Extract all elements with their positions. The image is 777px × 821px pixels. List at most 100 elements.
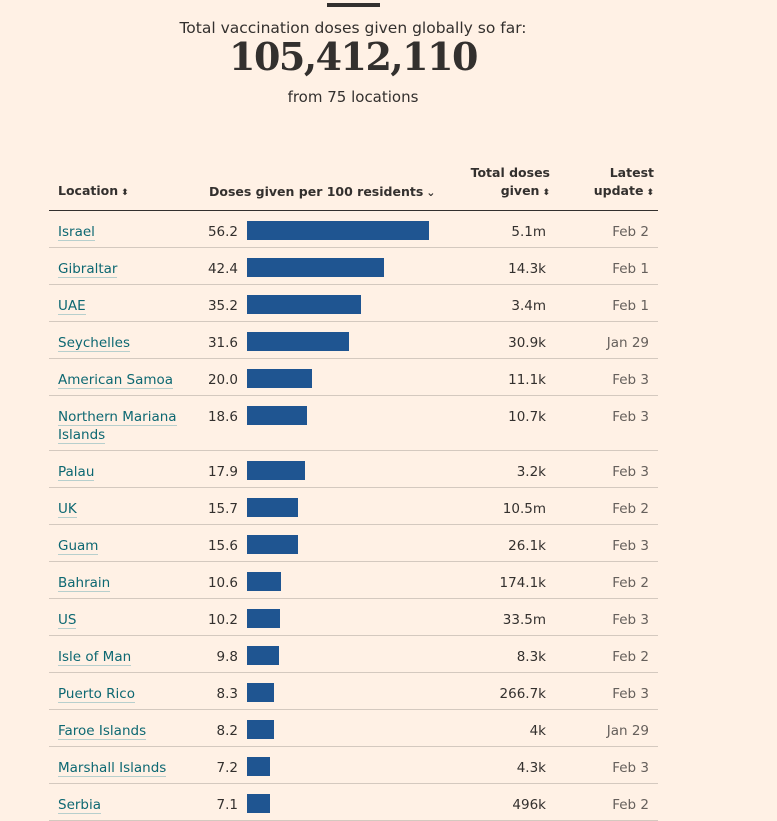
location-link[interactable]: Serbia — [58, 796, 178, 814]
location-label: Palau — [58, 464, 95, 481]
location-label: American Samoa — [58, 372, 174, 389]
sort-updown-icon: ⬍ — [121, 188, 129, 198]
doses-bar — [247, 572, 281, 591]
column-header-total-doses[interactable]: Total doses given ⬍ — [471, 164, 550, 202]
location-label: Isle of Man — [58, 649, 132, 666]
table-row: Guam 15.6 26.1k Feb 3 — [49, 525, 658, 562]
latest-update-value: Feb 1 — [612, 298, 649, 314]
chevron-down-icon: ⌄ — [426, 186, 436, 199]
doses-bar — [247, 295, 361, 314]
doses-bar — [247, 332, 349, 351]
table-row: Puerto Rico 8.3 266.7k Feb 3 — [49, 673, 658, 710]
latest-update-value: Feb 2 — [612, 575, 649, 591]
table-row: Northern Mariana Islands 18.6 10.7k Feb 3 — [49, 396, 658, 451]
total-doses-value: 496k — [512, 797, 546, 813]
doses-bar — [247, 720, 274, 739]
doses-value-label: 10.2 — [207, 612, 238, 628]
location-link[interactable]: UK — [58, 500, 178, 518]
location-label: Serbia — [58, 797, 102, 814]
doses-value-label: 10.6 — [207, 575, 238, 591]
latest-update-value: Feb 2 — [612, 224, 649, 240]
table-row: Faroe Islands 8.2 4k Jan 29 — [49, 710, 658, 747]
column-header-location[interactable]: Location ⬍ — [58, 182, 129, 202]
total-doses-value: 30.9k — [508, 335, 546, 351]
column-header-update-line1: Latest — [609, 165, 654, 180]
table-row: UK 15.7 10.5m Feb 2 — [49, 488, 658, 525]
location-label: Israel — [58, 224, 95, 241]
location-link[interactable]: Northern Mariana Islands — [58, 408, 178, 444]
top-rule — [327, 3, 380, 7]
table-row: American Samoa 20.0 11.1k Feb 3 — [49, 359, 658, 396]
total-doses-value: 4k — [529, 723, 546, 739]
latest-update-value: Feb 3 — [612, 409, 649, 425]
table-row: Palau 17.9 3.2k Feb 3 — [49, 451, 658, 488]
doses-value-label: 20.0 — [207, 372, 238, 388]
location-label: UAE — [58, 298, 86, 315]
location-link[interactable]: US — [58, 611, 178, 629]
latest-update-value: Jan 29 — [606, 335, 649, 351]
latest-update-value: Feb 3 — [612, 464, 649, 480]
doses-bar — [247, 369, 312, 388]
total-doses-value: 8.3k — [516, 649, 546, 665]
table-row: Bahrain 10.6 174.1k Feb 2 — [49, 562, 658, 599]
total-doses-value: 10.7k — [508, 409, 546, 425]
total-doses-value: 174.1k — [499, 575, 546, 591]
doses-bar — [247, 646, 279, 665]
location-link[interactable]: Seychelles — [58, 334, 178, 352]
location-link[interactable]: Palau — [58, 463, 178, 481]
column-header-location-label: Location — [58, 183, 119, 198]
location-link[interactable]: UAE — [58, 297, 178, 315]
doses-value-label: 15.7 — [207, 501, 238, 517]
doses-value-label: 56.2 — [207, 224, 238, 240]
location-label: Marshall Islands — [58, 760, 167, 777]
doses-value-label: 35.2 — [207, 298, 238, 314]
location-link[interactable]: Bahrain — [58, 574, 178, 592]
location-link[interactable]: Gibraltar — [58, 260, 178, 278]
location-link[interactable]: Marshall Islands — [58, 759, 178, 777]
location-label: Seychelles — [58, 335, 130, 352]
location-link[interactable]: Israel — [58, 223, 178, 241]
table-body: Israel 56.2 5.1m Feb 2 Gibraltar 42.4 14.3k Feb… — [49, 211, 658, 821]
latest-update-value: Feb 2 — [612, 649, 649, 665]
sort-updown-icon: ⬍ — [646, 188, 654, 198]
column-header-latest-update[interactable]: Latest update ⬍ — [594, 164, 654, 202]
doses-value-label: 7.2 — [216, 760, 238, 776]
location-link[interactable]: American Samoa — [58, 371, 178, 389]
table-row: Serbia 7.1 496k Feb 2 — [49, 784, 658, 821]
doses-bar — [247, 221, 429, 240]
column-header-update-line2: update — [593, 183, 644, 198]
latest-update-value: Feb 2 — [612, 501, 649, 517]
location-label: Northern Mariana Islands — [58, 409, 177, 444]
table-row: Isle of Man 9.8 8.3k Feb 2 — [49, 636, 658, 673]
headline-label: Total vaccination doses given globally s… — [179, 19, 527, 37]
total-doses-value: 10.5m — [502, 501, 546, 517]
column-header-doses-label: Doses given per 100 residents — [209, 184, 424, 199]
total-doses-value: 4.3k — [516, 760, 546, 776]
doses-bar — [247, 258, 384, 277]
doses-bar — [247, 461, 305, 480]
total-doses-value: 3.2k — [516, 464, 546, 480]
location-link[interactable]: Guam — [58, 537, 178, 555]
location-link[interactable]: Puerto Rico — [58, 685, 178, 703]
location-label: Faroe Islands — [58, 723, 147, 740]
doses-value-label: 7.1 — [216, 797, 238, 813]
table-header: Location ⬍ Doses given per 100 residents ⌄… — [49, 164, 658, 211]
column-header-doses-per-100[interactable]: Doses given per 100 residents ⌄ — [209, 183, 436, 202]
doses-bar — [247, 498, 298, 517]
locations-count: from 75 locations — [287, 88, 419, 106]
table-row: UAE 35.2 3.4m Feb 1 — [49, 285, 658, 322]
location-link[interactable]: Isle of Man — [58, 648, 178, 666]
total-doses-value: 266.7k — [499, 686, 546, 702]
location-label: Puerto Rico — [58, 686, 135, 703]
location-label: Gibraltar — [58, 261, 118, 278]
latest-update-value: Feb 3 — [612, 760, 649, 776]
doses-value-label: 8.2 — [216, 723, 238, 739]
latest-update-value: Feb 3 — [612, 686, 649, 702]
doses-value-label: 42.4 — [207, 261, 238, 277]
total-doses-value: 33.5m — [502, 612, 546, 628]
total-doses-value: 5.1m — [511, 224, 546, 240]
location-link[interactable]: Faroe Islands — [58, 722, 178, 740]
latest-update-value: Feb 2 — [612, 797, 649, 813]
total-doses-value: 11.1k — [508, 372, 546, 388]
column-header-total-line1: Total doses — [470, 165, 550, 180]
